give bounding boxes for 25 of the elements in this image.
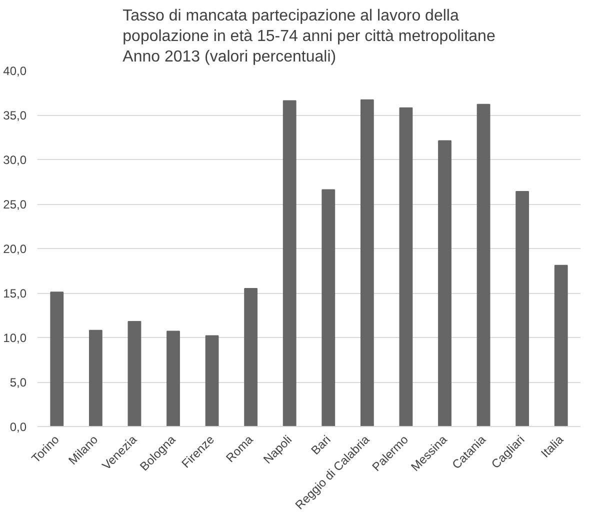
y-tick-label: 20,0 [3, 242, 27, 256]
y-tick-label: 15,0 [3, 286, 27, 300]
y-tick-label: 25,0 [3, 198, 27, 212]
bar [360, 99, 374, 426]
bar [205, 335, 219, 426]
bar [50, 292, 64, 426]
y-tick-label: 5,0 [10, 376, 27, 390]
bar [554, 264, 568, 426]
bar [399, 107, 413, 426]
chart-title: Tasso di mancata partecipazione al lavoro della popolazione in età 15-74 anni per città metropolitane Anno 2013 (valori percentuali) [122, 8, 496, 66]
y-tick-label: 10,0 [3, 331, 27, 345]
bar [282, 100, 296, 426]
y-tick-label: 30,0 [3, 153, 27, 167]
y-tick-label: 40,0 [3, 64, 27, 78]
bar [438, 140, 452, 426]
bar [128, 320, 142, 426]
bar [516, 191, 530, 426]
y-tick-label: 0,0 [10, 420, 27, 434]
bar [476, 104, 490, 426]
bar [166, 330, 180, 426]
bar [244, 288, 258, 426]
x-tick-label: Bari [308, 432, 334, 458]
y-tick-label: 35,0 [3, 108, 27, 122]
bar [88, 330, 102, 426]
bar [322, 189, 336, 426]
